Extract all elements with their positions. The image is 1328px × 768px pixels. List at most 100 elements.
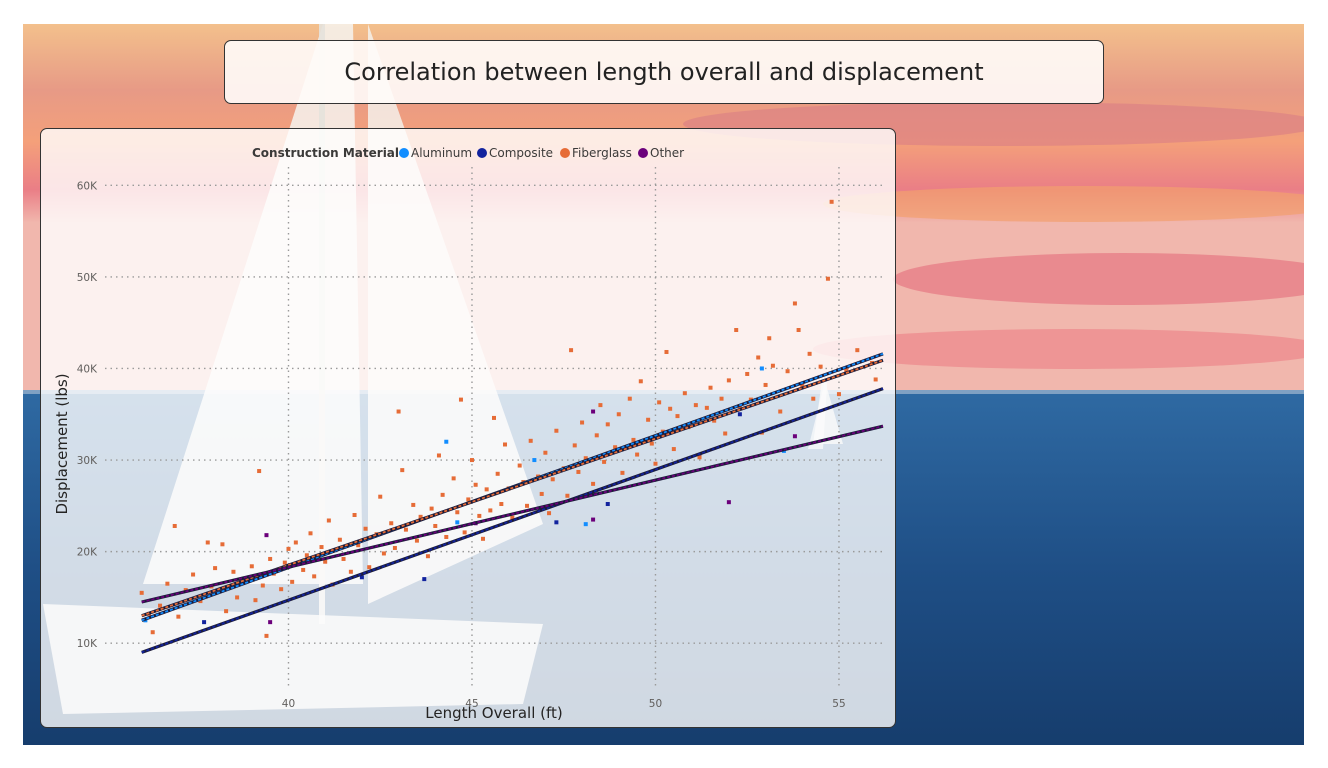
data-point-fiberglass[interactable]	[525, 503, 530, 508]
data-point-fiberglass[interactable]	[414, 538, 419, 543]
data-point-fiberglass[interactable]	[319, 545, 324, 550]
data-point-fiberglass[interactable]	[396, 409, 401, 414]
data-point-fiberglass[interactable]	[547, 511, 552, 516]
data-point-fiberglass[interactable]	[649, 441, 654, 446]
data-point-fiberglass[interactable]	[569, 348, 574, 353]
legend-item-aluminum[interactable]: Aluminum	[411, 146, 472, 160]
data-point-fiberglass[interactable]	[807, 351, 812, 356]
data-point-fiberglass[interactable]	[451, 476, 456, 481]
data-point-fiberglass[interactable]	[767, 336, 772, 341]
data-point-fiberglass[interactable]	[418, 514, 423, 519]
data-point-fiberglass[interactable]	[429, 506, 434, 511]
data-point-fiberglass[interactable]	[400, 468, 405, 473]
data-point-fiberglass[interactable]	[763, 382, 768, 387]
data-point-fiberglass[interactable]	[778, 409, 783, 414]
data-point-fiberglass[interactable]	[488, 508, 493, 513]
data-point-fiberglass[interactable]	[785, 369, 790, 374]
data-point-fiberglass[interactable]	[726, 378, 731, 383]
data-point-fiberglass[interactable]	[704, 405, 709, 410]
data-point-fiberglass[interactable]	[708, 385, 713, 390]
data-point-fiberglass[interactable]	[723, 431, 728, 436]
data-point-fiberglass[interactable]	[268, 556, 273, 561]
data-point-fiberglass[interactable]	[554, 428, 559, 433]
data-point-composite[interactable]	[605, 502, 610, 507]
data-point-fiberglass[interactable]	[458, 397, 463, 402]
data-point-fiberglass[interactable]	[712, 418, 717, 423]
data-point-fiberglass[interactable]	[792, 301, 797, 306]
data-point-fiberglass[interactable]	[543, 450, 548, 455]
data-point-fiberglass[interactable]	[682, 391, 687, 396]
data-point-fiberglass[interactable]	[411, 502, 416, 507]
data-point-fiberglass[interactable]	[312, 574, 317, 579]
data-point-fiberglass[interactable]	[565, 493, 570, 498]
data-point-fiberglass[interactable]	[363, 526, 368, 531]
data-point-fiberglass[interactable]	[484, 487, 489, 492]
data-point-fiberglass[interactable]	[499, 502, 504, 507]
data-point-fiberglass[interactable]	[844, 368, 849, 373]
data-point-fiberglass[interactable]	[745, 371, 750, 376]
data-point-fiberglass[interactable]	[304, 553, 309, 558]
data-point-fiberglass[interactable]	[616, 412, 621, 417]
data-point-fiberglass[interactable]	[719, 396, 724, 401]
data-point-fiberglass[interactable]	[631, 437, 636, 442]
data-point-other[interactable]	[591, 517, 596, 522]
data-point-fiberglass[interactable]	[440, 492, 445, 497]
data-point-fiberglass[interactable]	[392, 545, 397, 550]
data-point-fiberglass[interactable]	[510, 515, 515, 520]
data-point-fiberglass[interactable]	[770, 363, 775, 368]
data-point-fiberglass[interactable]	[308, 531, 313, 536]
data-point-fiberglass[interactable]	[873, 377, 878, 382]
data-point-fiberglass[interactable]	[855, 348, 860, 353]
data-point-fiberglass[interactable]	[150, 630, 155, 635]
data-point-fiberglass[interactable]	[668, 406, 673, 411]
data-point-aluminum[interactable]	[532, 458, 537, 463]
data-point-fiberglass[interactable]	[378, 494, 383, 499]
data-point-fiberglass[interactable]	[620, 470, 625, 475]
data-point-fiberglass[interactable]	[235, 595, 240, 600]
data-point-fiberglass[interactable]	[389, 521, 394, 526]
data-point-fiberglass[interactable]	[756, 355, 761, 360]
data-point-fiberglass[interactable]	[282, 560, 287, 565]
data-point-composite[interactable]	[737, 412, 742, 417]
data-point-fiberglass[interactable]	[796, 328, 801, 333]
data-point-fiberglass[interactable]	[323, 559, 328, 564]
legend-item-composite[interactable]: Composite	[489, 146, 553, 160]
data-point-fiberglass[interactable]	[480, 536, 485, 541]
data-point-fiberglass[interactable]	[253, 598, 258, 603]
data-point-fiberglass[interactable]	[836, 392, 841, 397]
data-point-fiberglass[interactable]	[657, 400, 662, 405]
data-point-fiberglass[interactable]	[231, 569, 236, 574]
data-point-fiberglass[interactable]	[613, 445, 618, 450]
data-point-fiberglass[interactable]	[664, 349, 669, 354]
data-point-fiberglass[interactable]	[829, 199, 834, 204]
data-point-fiberglass[interactable]	[811, 396, 816, 401]
data-point-fiberglass[interactable]	[594, 433, 599, 438]
data-point-fiberglass[interactable]	[627, 396, 632, 401]
data-point-fiberglass[interactable]	[671, 447, 676, 452]
data-point-fiberglass[interactable]	[528, 438, 533, 443]
data-point-fiberglass[interactable]	[583, 456, 588, 461]
data-point-fiberglass[interactable]	[286, 546, 291, 551]
data-point-fiberglass[interactable]	[198, 599, 203, 604]
data-point-other[interactable]	[268, 620, 273, 625]
data-point-fiberglass[interactable]	[638, 379, 643, 384]
data-point-aluminum[interactable]	[583, 522, 588, 527]
data-point-fiberglass[interactable]	[800, 383, 805, 388]
legend-item-fiberglass[interactable]: Fiberglass	[572, 146, 632, 160]
data-point-fiberglass[interactable]	[697, 455, 702, 460]
data-point-other[interactable]	[792, 434, 797, 439]
data-point-aluminum[interactable]	[455, 520, 460, 525]
data-point-composite[interactable]	[554, 520, 559, 525]
data-point-fiberglass[interactable]	[469, 458, 474, 463]
data-point-fiberglass[interactable]	[477, 513, 482, 518]
data-point-other[interactable]	[264, 533, 269, 538]
data-point-fiberglass[interactable]	[165, 581, 170, 586]
data-point-fiberglass[interactable]	[462, 530, 467, 535]
data-point-fiberglass[interactable]	[818, 364, 823, 369]
data-point-fiberglass[interactable]	[301, 567, 306, 572]
data-point-fiberglass[interactable]	[572, 443, 577, 448]
legend-item-other[interactable]: Other	[650, 146, 684, 160]
data-point-fiberglass[interactable]	[675, 414, 680, 419]
data-point-fiberglass[interactable]	[158, 603, 163, 608]
data-point-fiberglass[interactable]	[576, 469, 581, 474]
